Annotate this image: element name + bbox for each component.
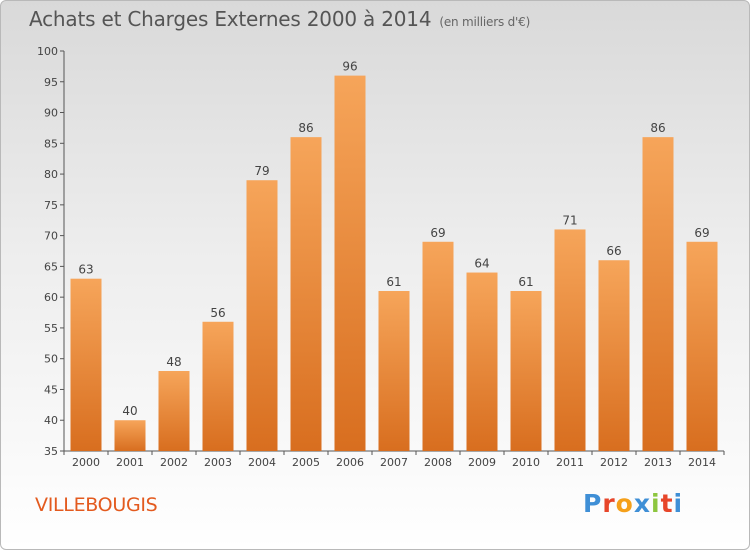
data-label-2014: 69 — [694, 226, 709, 240]
bar-2006 — [334, 75, 366, 451]
x-tick-label: 2000 — [72, 456, 100, 469]
x-tick-label: 2013 — [644, 456, 672, 469]
proxiti-logo[interactable]: Proxiti — [583, 489, 683, 518]
y-tick-label: 100 — [37, 45, 58, 58]
logo-letter: r — [602, 489, 616, 518]
y-tick-label: 40 — [44, 414, 58, 427]
data-label-2000: 63 — [78, 263, 93, 277]
bar-2003 — [202, 321, 234, 451]
bar-2010 — [510, 291, 542, 451]
bar-2001 — [114, 420, 146, 451]
x-tick-label: 2007 — [380, 456, 408, 469]
bar-2008 — [422, 241, 454, 451]
x-tick-label: 2011 — [556, 456, 584, 469]
y-tick-label: 50 — [44, 353, 58, 366]
x-tick-label: 2001 — [116, 456, 144, 469]
x-tick-label: 2014 — [688, 456, 716, 469]
logo-letter: P — [583, 489, 603, 518]
y-tick-label: 95 — [44, 76, 58, 89]
bar-2007 — [378, 291, 410, 451]
logo-letter: o — [615, 489, 634, 518]
data-label-2013: 86 — [650, 121, 665, 135]
data-label-2001: 40 — [122, 404, 137, 418]
data-label-2009: 64 — [474, 257, 489, 271]
bar-2000 — [70, 278, 102, 451]
logo-letter: x — [633, 489, 651, 518]
chart-subtitle: (en milliers d'€) — [439, 15, 531, 29]
y-tick-label: 80 — [44, 168, 58, 181]
data-label-2012: 66 — [606, 244, 621, 258]
data-label-2008: 69 — [430, 226, 445, 240]
y-tick-label: 45 — [44, 383, 58, 396]
x-tick-label: 2006 — [336, 456, 364, 469]
x-tick-label: 2004 — [248, 456, 276, 469]
logo-letter: i — [673, 489, 684, 518]
bar-2002 — [158, 371, 190, 451]
y-tick-label: 55 — [44, 322, 58, 335]
y-tick-label: 65 — [44, 260, 58, 273]
bar-2013 — [642, 137, 674, 451]
data-label-2007: 61 — [386, 275, 401, 289]
x-tick-label: 2005 — [292, 456, 320, 469]
bar-2005 — [290, 137, 322, 451]
data-label-2006: 96 — [342, 60, 357, 74]
x-tick-label: 2012 — [600, 456, 628, 469]
commune-name: VILLEBOUGIS — [35, 494, 158, 516]
x-tick-label: 2009 — [468, 456, 496, 469]
logo-letter: i — [651, 489, 661, 518]
x-tick-label: 2008 — [424, 456, 452, 469]
x-tick-label: 2003 — [204, 456, 232, 469]
logo-letter: t — [660, 489, 674, 518]
data-label-2002: 48 — [166, 355, 181, 369]
chart-bars — [70, 75, 718, 451]
y-tick-label: 60 — [44, 291, 58, 304]
bar-2009 — [466, 272, 498, 451]
bar-2004 — [246, 180, 278, 451]
data-label-2005: 86 — [298, 121, 313, 135]
bar-2012 — [598, 260, 630, 451]
data-label-2010: 61 — [518, 275, 533, 289]
data-label-2003: 56 — [210, 306, 225, 320]
y-tick-label: 35 — [44, 445, 58, 458]
x-tick-label: 2002 — [160, 456, 188, 469]
data-label-2011: 71 — [562, 213, 577, 227]
y-tick-label: 90 — [44, 107, 58, 120]
bar-2011 — [554, 229, 586, 451]
y-tick-label: 70 — [44, 230, 58, 243]
x-tick-label: 2010 — [512, 456, 540, 469]
chart-title: Achats et Charges Externes 2000 à 2014 (e… — [29, 7, 530, 31]
chart-axes: 35 40 45 50 55 60 65 70 75 80 85 90 95 100 2000 2001 200… — [37, 45, 725, 469]
chart-data-labels: 63 40 48 56 79 86 96 61 69 64 61 71 66 86 69 — [78, 60, 709, 419]
bar-2014 — [686, 241, 718, 451]
data-label-2004: 79 — [254, 164, 269, 178]
chart-title-text: Achats et Charges Externes 2000 à 2014 — [29, 7, 432, 31]
y-tick-label: 85 — [44, 137, 58, 150]
y-tick-label: 75 — [44, 199, 58, 212]
